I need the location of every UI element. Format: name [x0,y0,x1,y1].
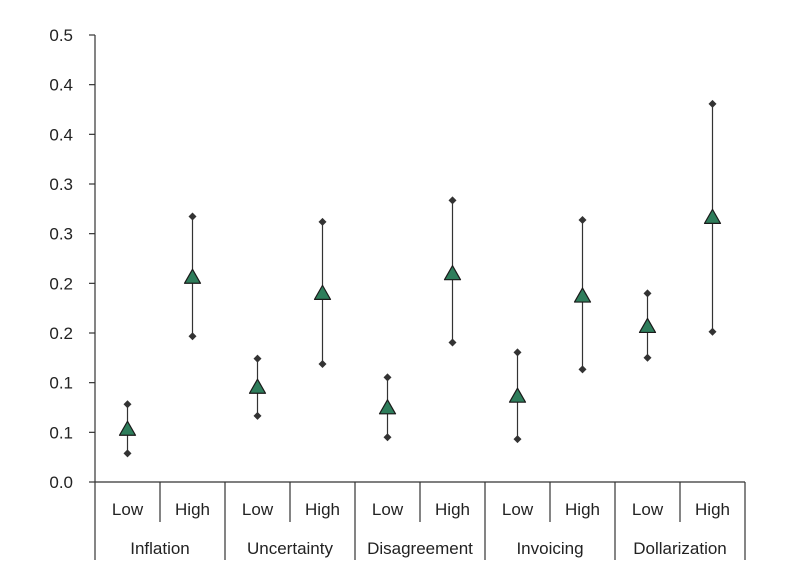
lower-bound-marker [513,435,522,444]
x-subgroup-label: Low [242,500,274,519]
x-group-label: Invoicing [516,539,583,558]
upper-bound-marker [253,354,262,363]
lower-bound-marker [708,327,717,336]
x-subgroup-label: Low [502,500,534,519]
y-tick-label: 0.3 [49,225,73,244]
upper-bound-marker [578,216,587,225]
x-subgroup-label: Low [632,500,664,519]
y-tick-label: 0.4 [49,125,73,144]
x-group-label: Inflation [130,539,190,558]
x-subgroup-label: Low [112,500,144,519]
x-group-label: Dollarization [633,539,727,558]
y-tick-label: 0.5 [49,26,73,45]
point-estimate-marker [508,387,527,403]
upper-bound-marker [708,99,717,108]
x-group-label: Disagreement [367,539,473,558]
y-tick-label: 0.2 [49,324,73,343]
y-tick-label: 0.1 [49,374,73,393]
lower-bound-marker [448,338,457,347]
upper-bound-marker [513,348,522,357]
point-estimate-marker [703,208,722,224]
point-estimate-marker [183,268,202,284]
x-subgroup-label: High [435,500,470,519]
point-estimate-marker [378,399,397,415]
point-estimate-marker [573,287,592,303]
y-tick-label: 0.3 [49,175,73,194]
point-estimate-marker [248,378,267,394]
data-marks [118,99,722,458]
lower-bound-marker [643,353,652,362]
x-subgroup-label: High [695,500,730,519]
x-subgroup-label: High [565,500,600,519]
y-tick-label: 0.0 [49,473,73,492]
point-estimate-marker [638,317,657,334]
y-tick-label: 0.4 [49,76,73,95]
upper-bound-marker [383,373,392,382]
lower-bound-marker [383,433,392,442]
x-subgroup-label: High [175,500,210,519]
upper-bound-marker [448,196,457,205]
point-estimate-marker [118,420,137,436]
lower-bound-marker [188,332,197,341]
upper-bound-marker [188,212,197,221]
point-estimate-marker [313,284,332,300]
lower-bound-marker [318,359,327,368]
lower-bound-marker [253,411,262,420]
y-tick-label: 0.1 [49,423,73,442]
x-axis: Low High Inflation Low High Uncertainty Low Hig… [94,481,746,560]
x-subgroup-label: High [305,500,340,519]
x-group-label: Uncertainty [247,539,333,558]
y-tick-label: 0.2 [49,274,73,293]
upper-bound-marker [318,217,327,226]
upper-bound-marker [123,400,132,409]
x-subgroup-label: Low [372,500,404,519]
upper-bound-marker [643,289,652,298]
lower-bound-marker [578,365,587,374]
lower-bound-marker [123,449,132,458]
y-axis: 0.0 0.1 0.1 0.2 0.2 0.3 0.3 0.4 0.4 0.5 [49,26,96,492]
point-estimate-marker [443,265,462,281]
